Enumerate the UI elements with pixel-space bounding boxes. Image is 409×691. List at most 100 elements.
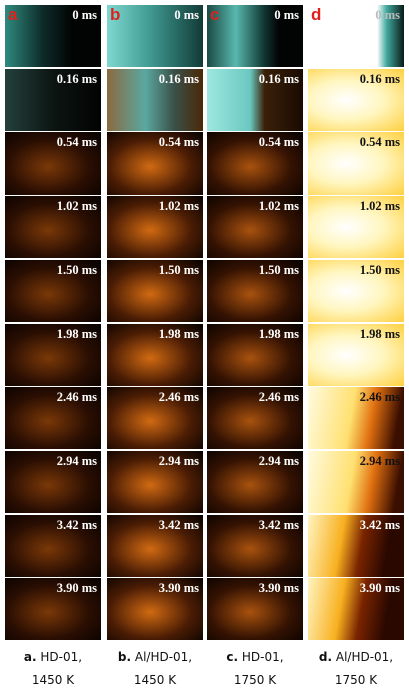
- video-frame: 1.98 ms: [308, 323, 404, 386]
- time-label: 0.16 ms: [56, 71, 97, 86]
- video-frame: 1.98 ms: [207, 323, 303, 386]
- time-label: 0 ms: [274, 8, 299, 22]
- time-label: 1.02 ms: [56, 199, 97, 214]
- time-label: 3.42 ms: [258, 517, 299, 532]
- video-frame: 2.46 ms: [308, 387, 404, 450]
- panel-letter: b: [110, 5, 121, 24]
- caption-line: c. HD-01,: [203, 650, 307, 664]
- caption-label: d.: [318, 650, 333, 664]
- time-label: 1.02 ms: [158, 199, 199, 214]
- time-label: 1.50 ms: [56, 262, 97, 277]
- caption-label: a.: [23, 650, 37, 664]
- caption-label: c.: [226, 650, 239, 664]
- time-label: 0 ms: [174, 8, 199, 22]
- time-label: 3.90 ms: [258, 581, 299, 596]
- time-label: 0.54 ms: [359, 135, 400, 150]
- time-label: 1.98 ms: [56, 326, 97, 341]
- time-label: 3.90 ms: [158, 581, 199, 596]
- video-frame: 1.50 ms: [5, 259, 101, 322]
- video-frame: 0.16 ms: [107, 68, 203, 131]
- time-label: 0 ms: [375, 8, 400, 22]
- video-frame: 2.46 ms: [107, 387, 203, 450]
- time-label: 2.46 ms: [258, 390, 299, 405]
- video-frame: 3.90 ms: [207, 578, 303, 641]
- video-frame: 0.16 ms: [207, 68, 303, 131]
- time-label: 1.98 ms: [258, 326, 299, 341]
- video-frame: 3.42 ms: [207, 514, 303, 577]
- video-frame: 0.54 ms: [207, 132, 303, 195]
- time-label: 0.16 ms: [158, 71, 199, 86]
- time-label: 1.50 ms: [158, 262, 199, 277]
- panel-letter: c: [210, 5, 220, 24]
- video-frame: 2.46 ms: [207, 387, 303, 450]
- time-label: 2.46 ms: [158, 390, 199, 405]
- video-frame: 0 ms d: [308, 5, 404, 68]
- time-label: 1.98 ms: [158, 326, 199, 341]
- time-label: 0.54 ms: [258, 135, 299, 150]
- video-frame: 1.02 ms: [207, 196, 303, 259]
- video-frame: 3.90 ms: [308, 578, 404, 641]
- video-frame: 0.54 ms: [5, 132, 101, 195]
- caption-line: d. Al/HD-01,: [304, 650, 408, 664]
- caption-sample: Al/HD-01,: [134, 650, 193, 664]
- time-label: 0.54 ms: [158, 135, 199, 150]
- video-frame: 0.16 ms: [308, 68, 404, 131]
- caption-temperature: 1450 K: [133, 673, 177, 687]
- time-label: 1.50 ms: [258, 262, 299, 277]
- time-label: 1.50 ms: [359, 262, 400, 277]
- time-label: 0.16 ms: [258, 71, 299, 86]
- time-label: 0 ms: [72, 8, 97, 22]
- video-frame: 0 ms b: [107, 5, 203, 68]
- time-label: 2.46 ms: [359, 390, 400, 405]
- video-frame: 0 ms a: [5, 5, 101, 68]
- time-label: 0.54 ms: [56, 135, 97, 150]
- video-frame: 1.50 ms: [107, 259, 203, 322]
- panel-letter: a: [8, 5, 18, 24]
- caption-line: a. HD-01,: [1, 650, 105, 664]
- video-frame: 0 ms c: [207, 5, 303, 68]
- video-frame: 1.02 ms: [107, 196, 203, 259]
- time-label: 1.02 ms: [258, 199, 299, 214]
- caption-line: b. Al/HD-01,: [103, 650, 207, 664]
- time-label: 3.42 ms: [56, 517, 97, 532]
- time-label: 2.94 ms: [56, 453, 97, 468]
- video-frame: 2.46 ms: [5, 387, 101, 450]
- caption-temperature: 1750 K: [334, 673, 378, 687]
- video-frame: 1.50 ms: [207, 259, 303, 322]
- video-frame: 1.02 ms: [5, 196, 101, 259]
- caption-sample: Al/HD-01,: [335, 650, 394, 664]
- time-label: 3.90 ms: [359, 581, 400, 596]
- panel-letter: d: [311, 5, 322, 24]
- time-label: 3.90 ms: [56, 581, 97, 596]
- time-label: 1.02 ms: [359, 199, 400, 214]
- video-frame: 1.50 ms: [308, 259, 404, 322]
- caption-sample: HD-01,: [40, 650, 83, 664]
- video-frame: 0.16 ms: [5, 68, 101, 131]
- caption-sample: HD-01,: [241, 650, 284, 664]
- video-frame: 1.02 ms: [308, 196, 404, 259]
- caption-temperature: 1450 K: [31, 673, 75, 687]
- video-frame: 1.98 ms: [107, 323, 203, 386]
- video-frame: 2.94 ms: [5, 450, 101, 514]
- video-frame: 3.90 ms: [107, 578, 203, 641]
- time-label: 1.98 ms: [359, 326, 400, 341]
- time-label: 0.16 ms: [359, 71, 400, 86]
- video-frame: 2.94 ms: [308, 450, 404, 514]
- caption-label: b.: [117, 650, 132, 664]
- video-frame: 3.90 ms: [5, 578, 101, 641]
- time-label: 2.94 ms: [258, 453, 299, 468]
- time-label: 2.94 ms: [359, 453, 400, 468]
- video-frame: 2.94 ms: [207, 450, 303, 514]
- video-frame: 0.54 ms: [308, 132, 404, 195]
- video-frame: 3.42 ms: [5, 514, 101, 577]
- time-label: 3.42 ms: [359, 517, 400, 532]
- video-frame: 3.42 ms: [107, 514, 203, 577]
- video-frame: 2.94 ms: [107, 450, 203, 514]
- video-frame: 0.54 ms: [107, 132, 203, 195]
- time-label: 2.94 ms: [158, 453, 199, 468]
- time-label: 2.46 ms: [56, 390, 97, 405]
- video-frame: 1.98 ms: [5, 323, 101, 386]
- time-label: 3.42 ms: [158, 517, 199, 532]
- video-frame: 3.42 ms: [308, 514, 404, 577]
